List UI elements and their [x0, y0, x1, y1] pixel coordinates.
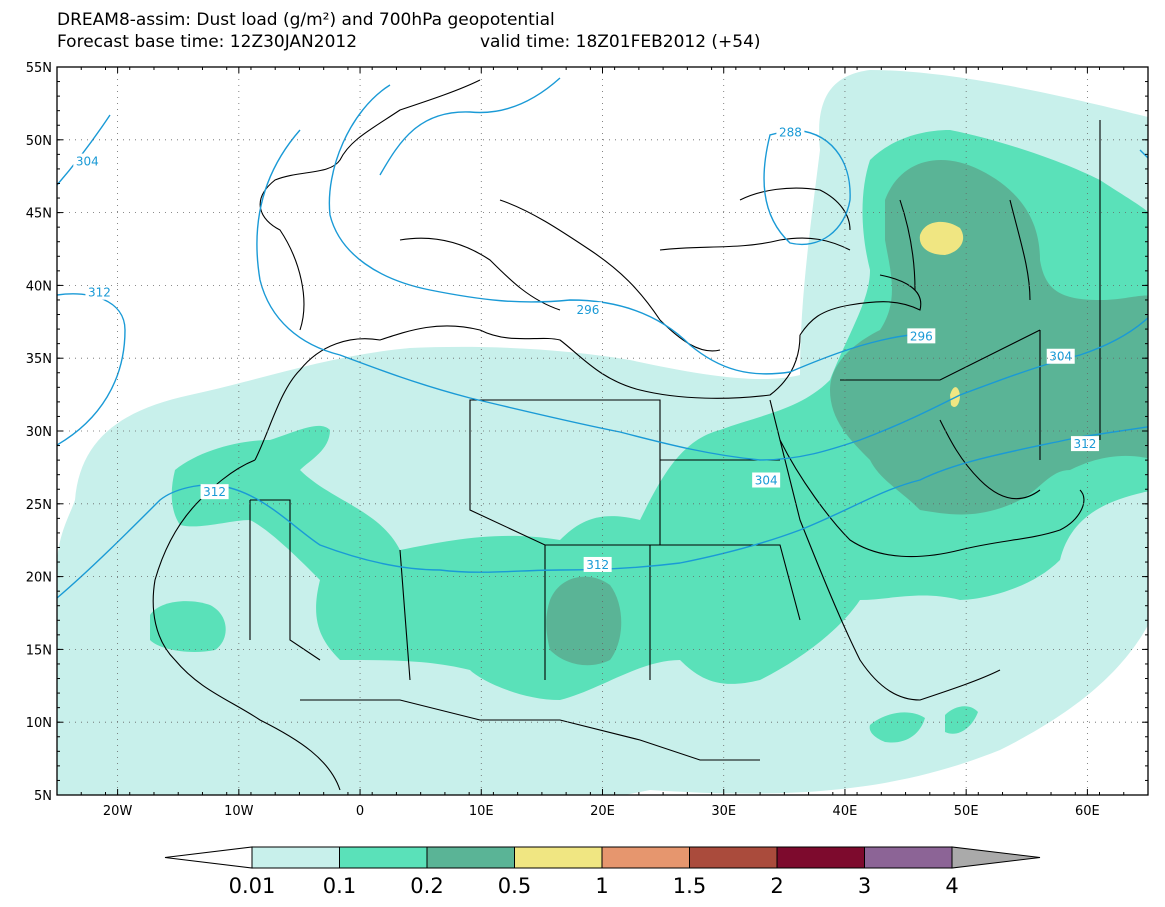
colorbar-under-arrow [164, 846, 253, 869]
lat-tick-label: 25N [26, 498, 52, 513]
colorbar-over-arrow [951, 846, 1041, 869]
lon-tick-label: 10E [469, 804, 494, 819]
contour-label: 304 [1049, 350, 1072, 364]
colorbar-swatch [776, 846, 865, 869]
lon-tick-label: 40E [833, 804, 858, 819]
colorbar-swatch [689, 846, 778, 869]
latitude-axis: 55N 50N 45N 40N 35N 30N 25N 20N 15N 10N 5N [26, 61, 1148, 804]
lat-tick-label: 55N [26, 61, 52, 76]
lat-tick-label: 15N [26, 643, 52, 658]
colorbar-label: 0.2 [410, 874, 443, 898]
lat-tick-label: 35N [26, 352, 52, 367]
chart-subtitle: Forecast base time: 12Z30JAN2012 valid ti… [57, 32, 761, 52]
contour-label: 304 [755, 474, 778, 488]
colorbar-swatch [251, 846, 340, 869]
lon-tick-label: 60E [1075, 804, 1100, 819]
colorbar-label: 3 [858, 874, 871, 898]
colorbar-label: 0.1 [323, 874, 356, 898]
longitude-axis: 20W 10W 0 10E 20E 30E 40E 50E 60E [56, 67, 1149, 819]
colorbar-label: 2 [770, 874, 783, 898]
colorbar-swatch [864, 846, 953, 869]
lat-tick-label: 5N [34, 789, 52, 804]
colorbar-label: 0.01 [229, 874, 276, 898]
chart-title: DREAM8-assim: Dust load (g/m²) and 700hP… [57, 10, 555, 30]
lon-tick-label: 20W [103, 804, 133, 819]
colorbar-swatch [601, 846, 690, 869]
contour-label: 304 [76, 155, 99, 169]
lat-tick-label: 10N [26, 716, 52, 731]
colorbar-label: 1.5 [673, 874, 706, 898]
contour-label: 312 [586, 558, 609, 572]
geopotential-contours [57, 77, 1148, 599]
contour-labels: 304 312 288 296 296 304 312 304 312 312 [73, 124, 1099, 572]
colorbar-swatch [426, 846, 515, 869]
lat-tick-label: 40N [26, 279, 52, 294]
contour-label-box [907, 328, 936, 344]
contour-label-box [583, 556, 612, 572]
contour-label: 296 [577, 303, 600, 317]
coastlines-and-borders [152, 79, 1101, 791]
colorbar: 0.01 0.1 0.2 0.5 1 1.5 2 3 4 [164, 846, 1041, 898]
contour-label-box [752, 472, 781, 488]
valid-time-label: valid time: 18Z01FEB2012 (+54) [480, 32, 761, 52]
lon-tick-label: 30E [711, 804, 736, 819]
base-time-label: Forecast base time: 12Z30JAN2012 [57, 32, 358, 52]
colorbar-label: 4 [945, 874, 958, 898]
colorbar-swatch [514, 846, 603, 869]
dust-region-strong-chad [546, 576, 622, 666]
lon-tick-label: 50E [954, 804, 979, 819]
contour-label: 288 [779, 126, 802, 140]
dust-region-medium-horn [869, 706, 978, 743]
contour-label-box [200, 484, 229, 500]
map-plot-area: 304 312 288 296 296 304 312 304 312 312 [57, 70, 1148, 795]
lon-tick-label: 0 [356, 804, 364, 819]
dust-region-medium-west [150, 601, 226, 652]
dust-region-strong-east [830, 160, 1148, 515]
lat-tick-label: 30N [26, 425, 52, 440]
contour-label-box [573, 302, 602, 318]
contour-label-box [1046, 348, 1075, 364]
contour-label-box [73, 153, 102, 169]
lat-tick-label: 20N [26, 571, 52, 586]
lat-tick-label: 50N [26, 134, 52, 149]
colorbar-label: 0.5 [498, 874, 531, 898]
lat-tick-label: 45N [26, 207, 52, 222]
colorbar-swatch [339, 846, 428, 869]
contour-label: 296 [910, 329, 933, 343]
contour-label-box [776, 124, 805, 140]
dust-region-peak-caspian [919, 221, 964, 255]
gridlines [57, 67, 1148, 795]
contour-label-box [1070, 436, 1099, 452]
contour-label-box [85, 284, 114, 300]
contour-label: 312 [88, 286, 111, 300]
lon-tick-label: 20E [590, 804, 615, 819]
contour-label: 312 [203, 485, 226, 499]
contour-label: 312 [1074, 437, 1097, 451]
lon-tick-label: 10W [224, 804, 254, 819]
colorbar-label: 1 [595, 874, 608, 898]
